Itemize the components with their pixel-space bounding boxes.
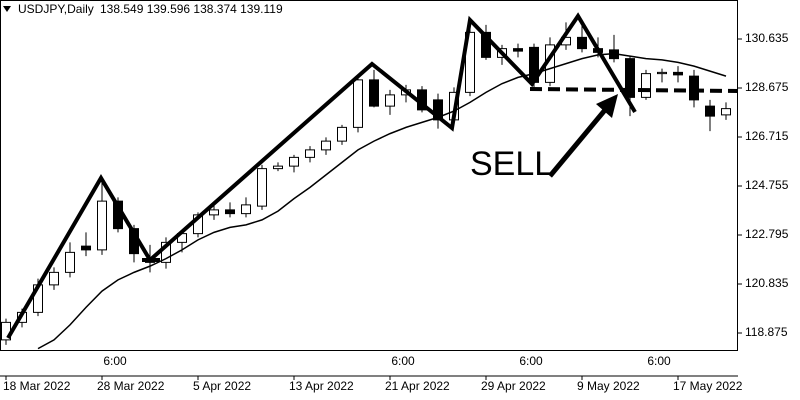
dashed-line: [529, 87, 739, 93]
moving-average: [37, 52, 727, 350]
x-tick-label: 21 Apr 2022: [385, 379, 450, 393]
candle-body: [353, 79, 363, 128]
y-tick-label: 122.795: [745, 227, 789, 241]
time-label: 6:00: [647, 354, 671, 368]
x-tick-label: 18 Mar 2022: [3, 379, 71, 393]
candle-body: [465, 31, 475, 93]
candle-body: [369, 79, 379, 107]
candle-body: [481, 31, 491, 58]
menu-icon: [3, 6, 11, 12]
candle-body: [49, 271, 59, 286]
x-tick-label: 5 Apr 2022: [193, 379, 251, 393]
arrow-head: [596, 94, 618, 118]
x-tick-label: 9 May 2022: [577, 379, 640, 393]
arrow-shaft: [548, 102, 612, 178]
x-tick-label: 17 May 2022: [673, 379, 743, 393]
annotation: SELL: [470, 145, 553, 183]
time-label: 6:00: [103, 354, 127, 368]
x-tick-label: 13 Apr 2022: [289, 379, 354, 393]
candle-body: [625, 58, 635, 98]
zigzag-line: [6, 12, 637, 340]
candle-body: [65, 251, 75, 273]
x-tick-label: 29 Apr 2022: [481, 379, 546, 393]
candle-body: [289, 156, 299, 167]
candle-body: [273, 165, 283, 170]
candle-body: [433, 99, 443, 121]
zigzag: SELL: [6, 12, 739, 340]
candle-body: [305, 149, 315, 158]
y-tick-label: 128.675: [745, 80, 789, 94]
y-tick-label: 130.635: [745, 31, 789, 45]
chart-subtitle: 138.549 139.596 138.374 139.119: [100, 2, 283, 16]
candle-body: [705, 105, 715, 117]
x-tick-label: 28 Mar 2022: [97, 379, 165, 393]
time-label: 6:00: [391, 354, 415, 368]
candle-body: [657, 71, 667, 75]
candle-body: [81, 245, 91, 251]
y-tick-label: 126.715: [745, 129, 789, 143]
candle-body: [721, 108, 731, 116]
candle-body: [97, 200, 107, 251]
plot-frame: [0, 0, 738, 351]
candle-body: [689, 75, 699, 101]
candle-body: [337, 126, 347, 142]
candle-body: [385, 94, 395, 107]
candle-body: [641, 73, 651, 98]
y-tick-label: 120.835: [745, 276, 789, 290]
candle-body: [209, 209, 219, 216]
candle-body: [673, 71, 683, 76]
candle-body: [513, 48, 523, 52]
candle-body: [257, 168, 267, 207]
y-tick-label: 124.755: [745, 178, 789, 192]
time-label: 6:00: [519, 354, 543, 368]
candle-body: [241, 204, 251, 215]
candle-body: [225, 209, 235, 215]
candle-body: [577, 36, 587, 50]
candle-body: [321, 140, 331, 151]
y-tick-label: 118.875: [745, 325, 788, 339]
chart-title: USDJPY,Daily: [18, 2, 94, 16]
